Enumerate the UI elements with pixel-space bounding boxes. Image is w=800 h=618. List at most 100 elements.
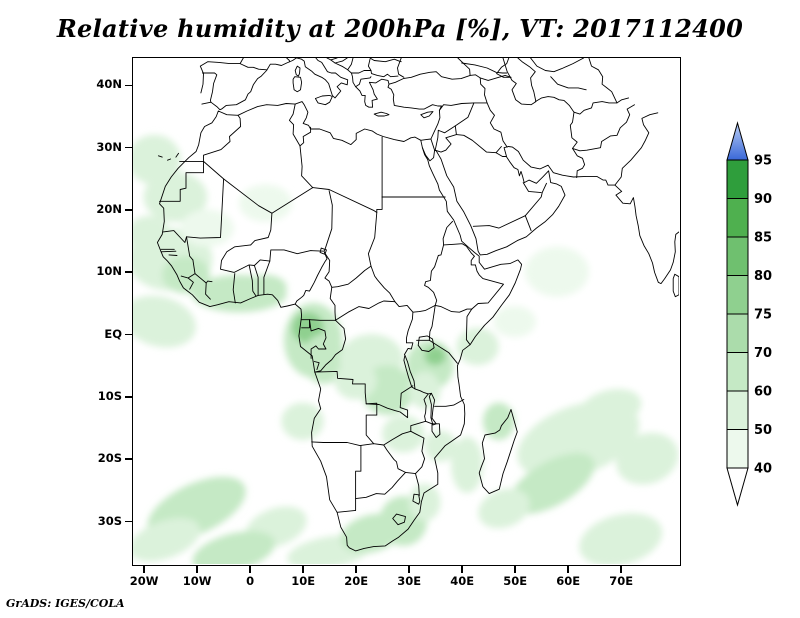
map-line xyxy=(269,249,325,262)
map-line xyxy=(437,125,456,134)
humidity-region xyxy=(579,388,642,429)
humidity-region xyxy=(451,436,483,493)
map-line xyxy=(550,76,587,91)
map-line xyxy=(180,259,196,279)
lat-tick-label: 10S xyxy=(97,388,122,403)
map-line xyxy=(403,354,416,390)
colorbar-tick-label: 60 xyxy=(754,385,772,400)
lat-tick-label: EQ xyxy=(104,326,122,341)
map-line xyxy=(311,441,385,447)
map-line xyxy=(369,58,402,63)
humidity-region xyxy=(509,453,595,515)
map-line xyxy=(367,212,378,267)
humidity-region xyxy=(239,184,292,222)
colorbar-segment xyxy=(726,313,749,353)
map-line xyxy=(286,58,290,63)
map-line xyxy=(162,230,187,243)
humidity-region xyxy=(579,513,663,564)
map-line xyxy=(434,125,457,153)
map-line xyxy=(220,244,271,273)
map-line xyxy=(465,308,473,346)
map-line xyxy=(370,265,396,303)
lon-tick-mark xyxy=(620,566,622,573)
map-line xyxy=(314,370,367,405)
map-line xyxy=(434,399,465,407)
map-line xyxy=(443,243,475,257)
map-line xyxy=(323,251,333,288)
map-line xyxy=(428,339,458,364)
map-line xyxy=(299,126,312,147)
map-line xyxy=(573,97,630,115)
humidity-region xyxy=(133,215,171,254)
map-line xyxy=(294,65,301,77)
humidity-region xyxy=(143,172,208,222)
lon-tick-mark xyxy=(249,566,251,573)
map-line xyxy=(199,58,244,94)
humidity-shading xyxy=(133,134,679,564)
lat-tick-mark xyxy=(125,271,132,273)
map-line xyxy=(314,94,333,106)
map-line xyxy=(471,264,504,310)
humidity-region xyxy=(525,246,589,297)
map-line xyxy=(292,76,303,93)
map-line xyxy=(326,58,390,108)
humidity-region xyxy=(133,134,181,185)
map-line xyxy=(299,145,314,189)
map-line xyxy=(314,319,347,373)
humidity-region xyxy=(478,488,530,529)
map-line xyxy=(355,445,362,511)
map-line xyxy=(186,178,225,239)
lon-tick-label: 40E xyxy=(450,574,475,588)
map-line xyxy=(355,471,406,500)
map-line xyxy=(334,58,348,64)
map-line xyxy=(397,58,405,78)
colorbar-tick-label: 50 xyxy=(754,423,772,438)
humidity-region xyxy=(281,402,324,440)
map-line xyxy=(421,146,679,285)
lon-tick-label: 10W xyxy=(182,574,212,588)
map-line xyxy=(522,182,542,194)
map-line xyxy=(415,473,420,496)
map-line xyxy=(205,282,211,300)
humidity-region xyxy=(334,362,377,400)
map-line xyxy=(156,101,523,552)
map-line xyxy=(472,215,526,229)
map-line xyxy=(313,361,320,371)
map-line xyxy=(232,273,236,304)
map-line xyxy=(203,114,242,162)
colorbar-segment xyxy=(726,159,749,199)
map-line xyxy=(454,102,475,127)
map-line xyxy=(294,251,328,305)
map-line xyxy=(434,304,473,313)
map-line xyxy=(461,62,508,74)
map-line xyxy=(186,236,194,261)
map-line xyxy=(323,190,333,252)
humidity-region xyxy=(456,327,499,366)
map-line xyxy=(201,58,297,111)
humidity-region xyxy=(408,483,441,521)
map-line xyxy=(253,265,259,296)
map-line xyxy=(614,112,659,186)
lat-tick-mark xyxy=(125,520,132,523)
map-line xyxy=(496,58,512,78)
map-line xyxy=(434,129,439,151)
map-line xyxy=(410,420,427,432)
map-line xyxy=(417,335,435,352)
map-line xyxy=(239,63,268,71)
colorbar: 95 90 85 80 75 70 60 50 40 xyxy=(726,121,772,507)
humidity-region xyxy=(180,209,234,247)
lon-tick-label: 30E xyxy=(397,574,422,588)
colorbar-segment xyxy=(726,429,749,469)
lat-tick-label: 40N xyxy=(96,77,122,92)
colorbar-tick-label: 90 xyxy=(754,192,772,207)
map-line xyxy=(479,74,512,81)
humidity-region xyxy=(408,371,441,409)
colorbar-tick-label: 95 xyxy=(754,154,772,169)
lon-tick-mark xyxy=(355,566,357,573)
lat-tick-label: 30S xyxy=(97,513,122,528)
map-line xyxy=(365,385,414,419)
humidity-region xyxy=(133,518,201,562)
map-line xyxy=(405,471,416,475)
humidity-region xyxy=(424,430,457,462)
